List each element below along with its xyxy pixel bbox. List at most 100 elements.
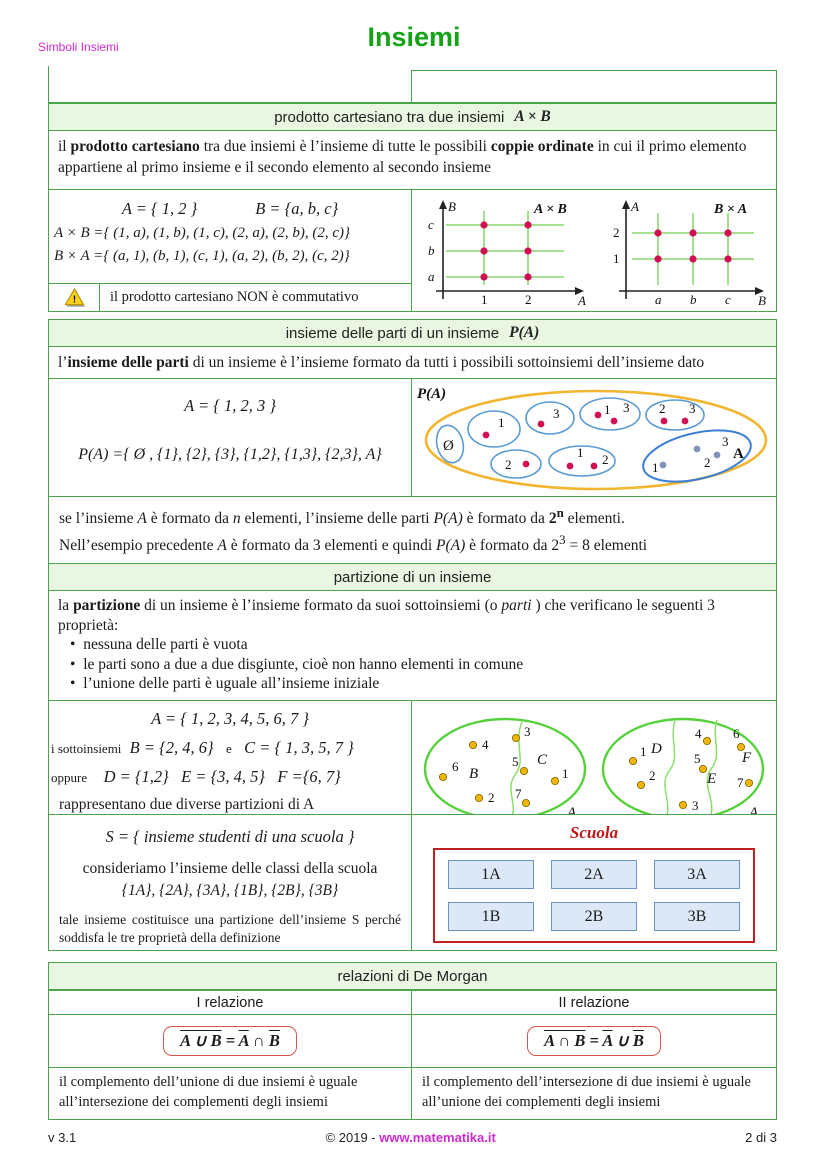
warning-text: il prodotto cartesiano NON è commutativo <box>110 289 359 305</box>
set-a: A = { 1, 2, 3 } <box>184 396 276 415</box>
set-b: B = {a, b, c} <box>255 199 339 218</box>
cartesian-graphs-cell: B A × B A 1 2 c b a <box>412 190 776 311</box>
element-label: 1 <box>604 402 611 417</box>
scuola-diagram: 1A 2A 3A 1B 2B 3B <box>433 848 755 943</box>
data-dots <box>654 228 732 263</box>
section-insieme-delle-parti: insieme delle parti di un insieme P(A) l… <box>48 319 777 565</box>
section-header: prodotto cartesiano tra due insiemi A × … <box>49 104 776 131</box>
element-label: 1 <box>652 460 659 475</box>
relation-descriptions-row: il complemento dell’unione di due insiem… <box>49 1067 776 1120</box>
y-axis-label: B <box>448 199 456 214</box>
scuola-line1: consideriamo l’insieme delle classi dell… <box>82 860 378 877</box>
class-box: 2A <box>551 860 637 889</box>
element-label: 3 <box>722 434 729 449</box>
relation-1-formula: A ∪ B = A ∩ B <box>163 1026 297 1056</box>
y-tick: b <box>428 243 435 258</box>
relation-2-formula-cell: A ∩ B = A ∪ B <box>412 1015 776 1067</box>
element-label: 3 <box>692 798 699 813</box>
relation-2-formula: A ∩ B = A ∪ B <box>527 1026 661 1056</box>
class-box: 2B <box>551 902 637 931</box>
element-label: 2 <box>488 790 495 805</box>
data-dots <box>480 220 532 281</box>
set-a: A = { 1, 2 } <box>121 199 198 218</box>
element-label: 1 <box>562 766 569 781</box>
x-tick: 2 <box>525 292 532 307</box>
y-tick: 1 <box>613 251 620 266</box>
relation-2-description: il complemento dell’intersezione di due … <box>422 1074 751 1110</box>
matematika-link[interactable]: www.matematika.it <box>379 1130 496 1145</box>
element-label: 4 <box>482 737 489 752</box>
scuola-line2: {1A}, {2A}, {3A}, {1B}, {2B}, {3B} <box>121 882 339 899</box>
class-box: 1A <box>448 860 534 889</box>
relation-1-formula-cell: A ∪ B = A ∩ B <box>49 1015 412 1067</box>
subsets-line-1: i sottoinsiemi B = {2, 4, 6} e C = { 1, … <box>51 737 354 757</box>
class-box: 3B <box>654 902 740 931</box>
set-definitions: A = { 1, 2 } B = {a, b, c} <box>49 199 411 219</box>
y-axis-label: A <box>630 199 639 214</box>
relation-labels-row: I relazione II relazione <box>49 990 776 1014</box>
property-bullet: le parti sono a due a due disgiunte, cio… <box>58 655 767 675</box>
element-label: 2 <box>505 457 512 472</box>
element-label: 2 <box>649 768 656 783</box>
subset-label: F <box>741 750 752 766</box>
set-label: A <box>566 805 577 821</box>
page-footer: v 3.1 © 2019 - www.matematika.it 2 di 3 <box>48 1130 777 1145</box>
scuola-diagram-cell: Scuola 1A 2A 3A 1B 2B 3B <box>412 815 776 950</box>
set-a-label: A <box>733 446 744 462</box>
graph-b-x-a: A B × A B a b c 2 1 <box>613 199 766 307</box>
section-header-text: insieme delle parti di un insieme <box>285 324 500 342</box>
version-label: v 3.1 <box>48 1130 77 1145</box>
powerset-note: se l’insieme A è formato da n elementi, … <box>49 496 776 564</box>
partition-caption: rappresentano due diverse partizioni di … <box>59 795 315 813</box>
section-header: partizione di un insieme <box>49 564 776 591</box>
section-header-text: prodotto cartesiano tra due insiemi <box>274 108 505 126</box>
warning-icon-cell: ! <box>49 284 100 311</box>
section-header-math: A × B <box>514 108 551 125</box>
diagram-label: P(A) <box>417 386 446 402</box>
section-header-math: P(A) <box>509 324 540 341</box>
powerset-venn-diagram: P(A) Ø 1 3 1 3 2 3 2 1 2 1 2 3 A <box>417 386 768 491</box>
y-tick: a <box>428 269 435 284</box>
powerset-formula: P(A) ={ Ø , {1}, {2}, {3}, {1,2}, {1,3},… <box>78 446 382 463</box>
element-label: 6 <box>733 726 740 741</box>
subset-label: B <box>469 766 478 782</box>
element-label: 6 <box>452 759 459 774</box>
definition-text: l’insieme delle parti di un insieme è l’… <box>58 354 705 371</box>
graph-title: B × A <box>713 202 747 217</box>
warning-row: ! il prodotto cartesiano NON è commutati… <box>49 283 411 311</box>
element-label: 5 <box>694 751 701 766</box>
relation-2-label: II relazione <box>558 994 630 1011</box>
property-bullet: l’unione delle parti è uguale all’insiem… <box>58 674 767 694</box>
svg-text:!: ! <box>72 293 76 305</box>
section-de-morgan: relazioni di De Morgan I relazione II re… <box>48 962 777 1121</box>
element-label: 5 <box>512 754 519 769</box>
subset-label: E <box>706 771 716 787</box>
x-axis-label: B <box>758 293 766 307</box>
element-label: 3 <box>553 406 560 421</box>
simboli-insiemi-link[interactable]: Simboli Insiemi <box>38 40 119 54</box>
subset-label: D <box>650 741 662 757</box>
class-box: 3A <box>654 860 740 889</box>
set-label: A <box>748 805 759 821</box>
scuola-text-cell: S = { insieme studenti di una scuola } c… <box>49 815 412 950</box>
scuola-note: tale insieme costituisce una partizione … <box>59 912 401 945</box>
section-prodotto-cartesiano: prodotto cartesiano tra due insiemi A × … <box>48 103 777 312</box>
formulas-cell: A = { 1, 2 } B = {a, b, c} A × B ={ (1, … <box>49 190 412 311</box>
x-axis-label: A <box>577 293 586 307</box>
product-ab-formula: A × B ={ (1, a), (1, b), (1, c), (2, a),… <box>54 225 351 241</box>
section-partizione: partizione di un insieme la partizione d… <box>48 563 777 838</box>
warning-icon: ! <box>64 288 85 307</box>
element-label: 1 <box>577 445 584 460</box>
set-s: S = { insieme studenti di una scuola } <box>105 827 355 846</box>
property-bullet: nessuna delle parti è vuota <box>58 635 767 655</box>
relation-formulas-row: A ∪ B = A ∩ B A ∩ B = A ∪ B <box>49 1014 776 1067</box>
copyright-label: © 2019 - www.matematika.it <box>325 1130 496 1145</box>
section-header-text: partizione di un insieme <box>333 568 492 586</box>
x-tick: 1 <box>481 292 488 307</box>
section-esempio-scuola: S = { insieme studenti di una scuola } c… <box>48 814 777 951</box>
empty-set-label: Ø <box>443 438 454 454</box>
element-label: 1 <box>498 415 505 430</box>
element-label: 4 <box>695 726 702 741</box>
relation-1-description: il complemento dell’unione di due insiem… <box>49 1068 412 1120</box>
